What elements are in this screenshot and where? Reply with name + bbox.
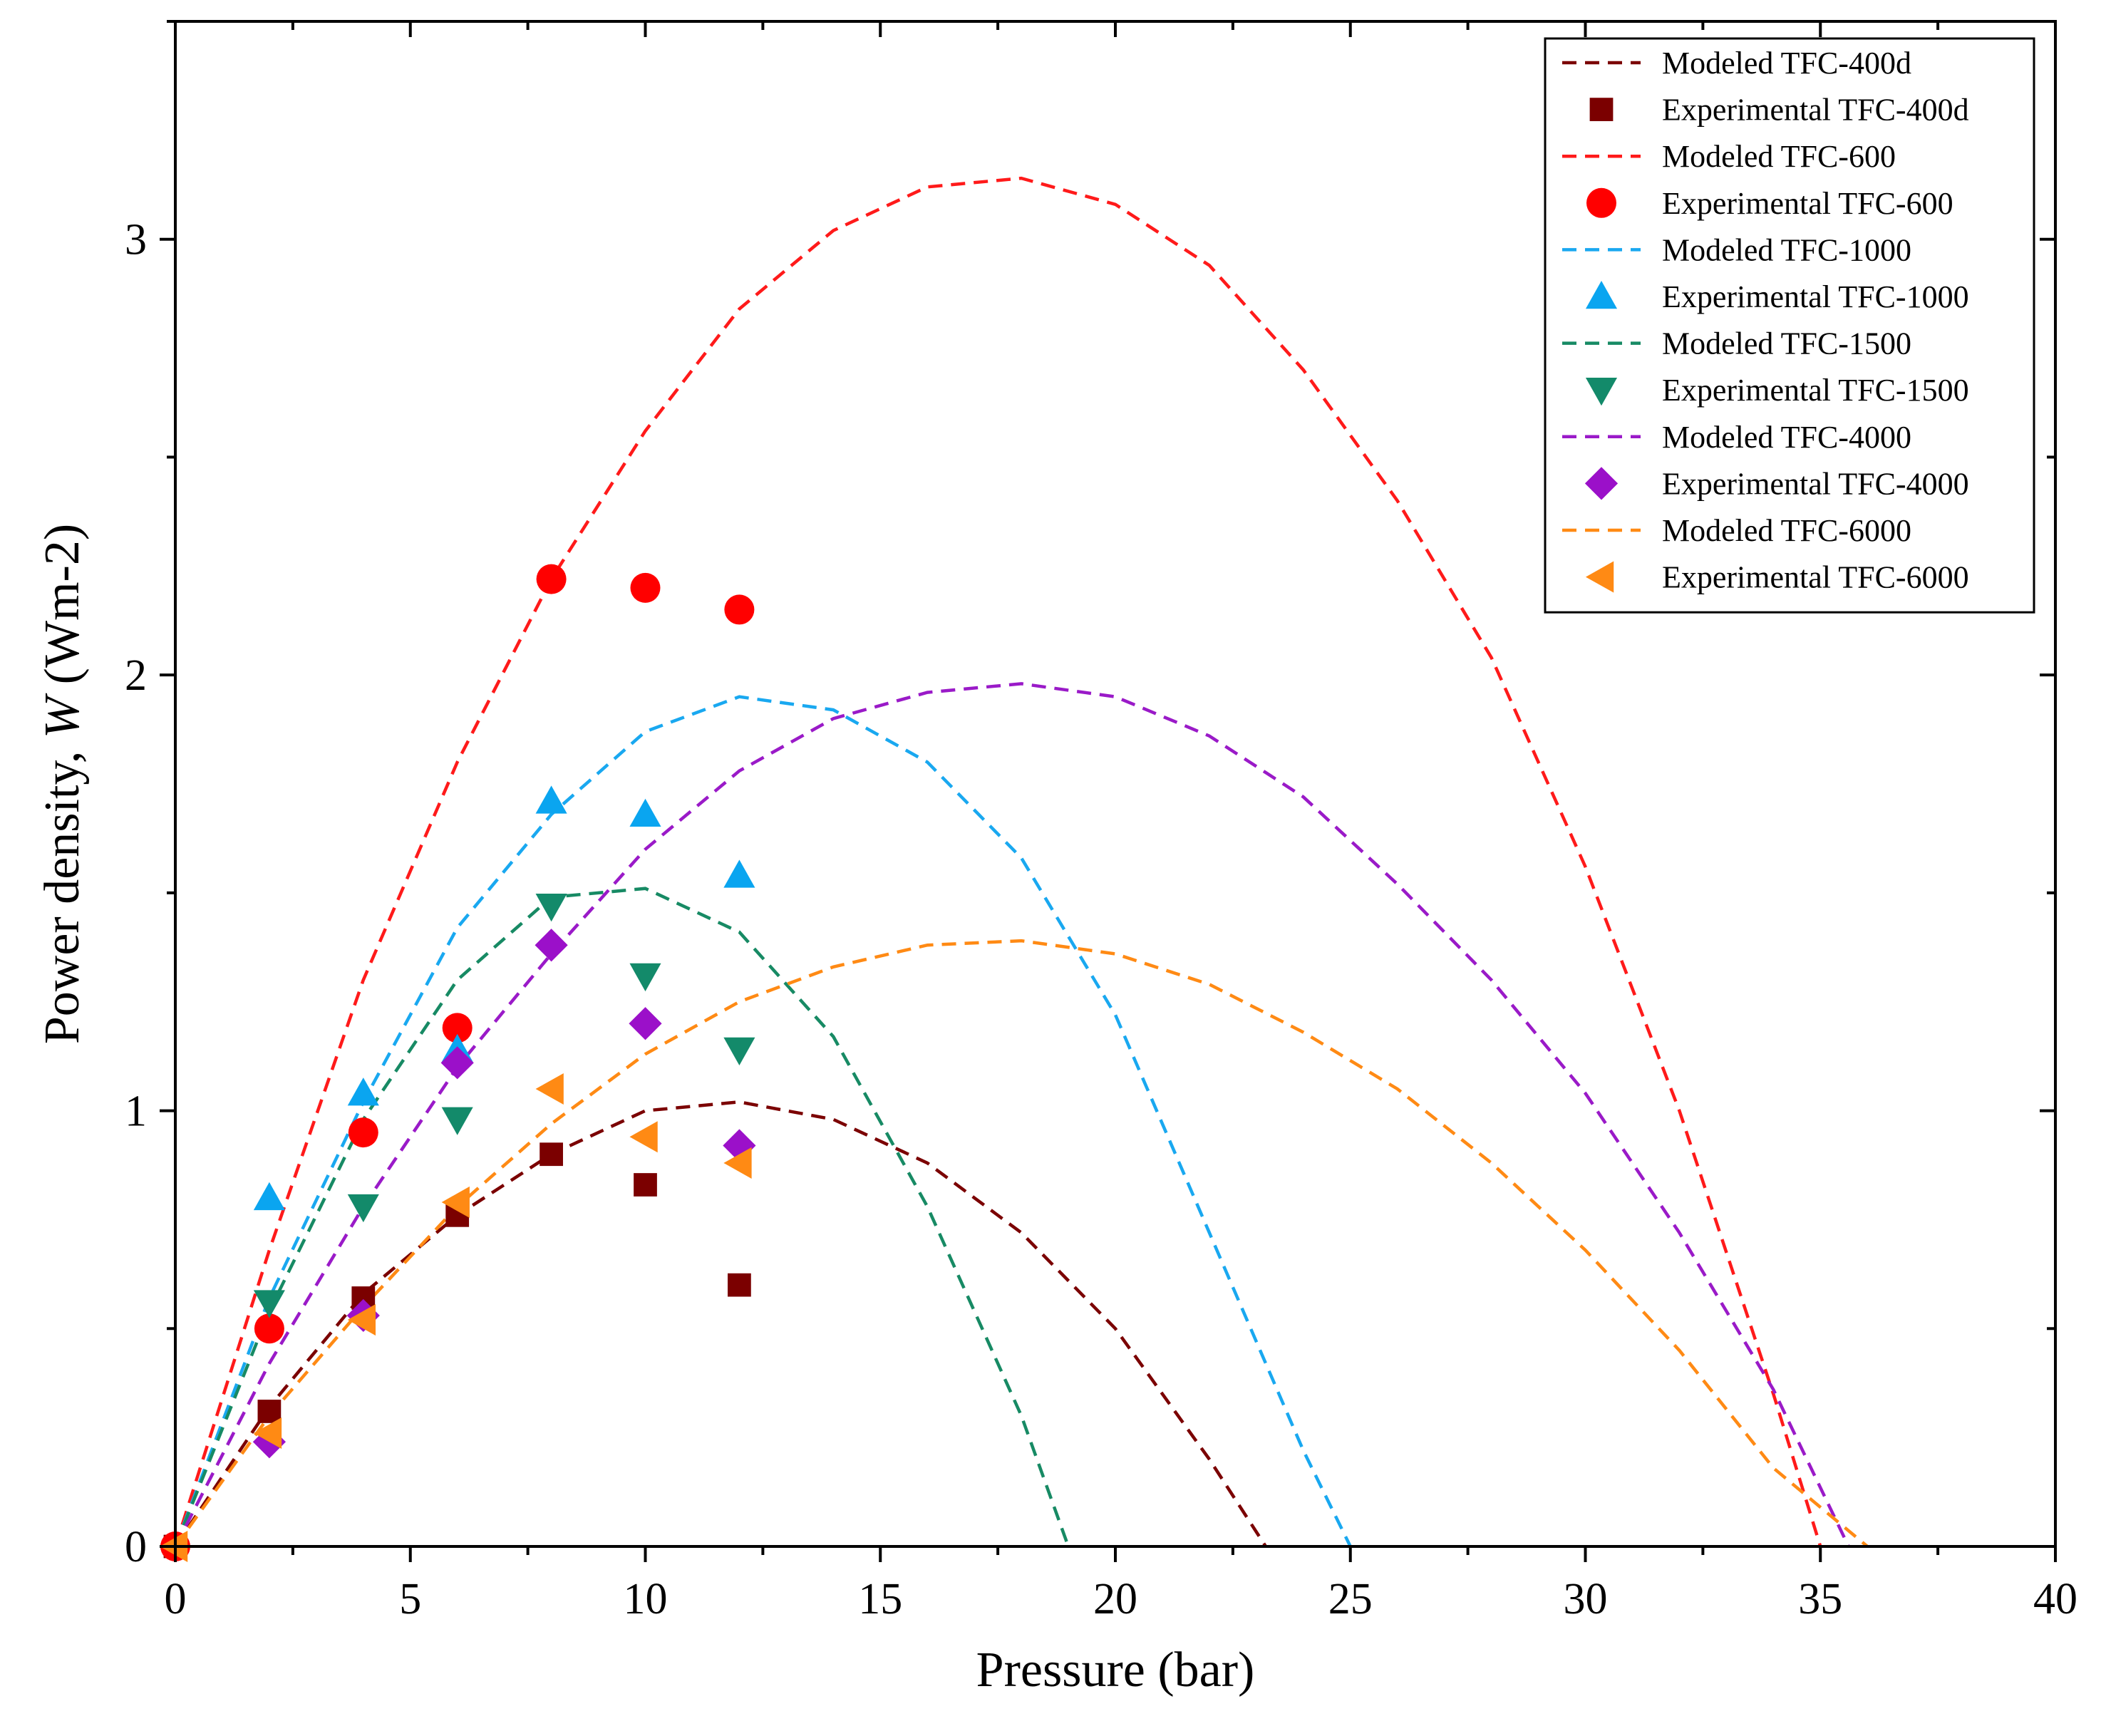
x-tick-label: 10 (624, 1575, 668, 1623)
experimental-tfc-4000-point (629, 1007, 662, 1040)
y-axis-title: Power density, W (Wm-2) (35, 524, 90, 1044)
experimental-tfc-6000-point (629, 1121, 658, 1153)
experimental-tfc-600-point (442, 1013, 473, 1043)
legend-label: Experimental TFC-1000 (1662, 279, 1969, 314)
legend-item-experimental-tfc-6000: Experimental TFC-6000 (1585, 560, 1969, 595)
experimental-tfc-1000-point (347, 1078, 379, 1106)
y-tick-label: 0 (125, 1523, 147, 1571)
legend-label: Modeled TFC-1000 (1662, 232, 1911, 267)
y-axis-title-suffix: (Wm-2) (35, 524, 90, 697)
experimental-tfc-1500-point (441, 1107, 473, 1135)
legend-marker-swatch (1585, 377, 1618, 406)
legend-item-experimental-tfc-400d: Experimental TFC-400d (1589, 93, 1969, 128)
series-layer (159, 176, 1869, 1563)
experimental-tfc-400d-point (540, 1142, 563, 1167)
legend-item-modeled-tfc-4000: Modeled TFC-4000 (1562, 420, 1911, 455)
experimental-tfc-6000-point (347, 1304, 376, 1336)
legend-marker-swatch (1584, 467, 1619, 500)
y-tick-label: 3 (125, 216, 147, 264)
experimental-tfc-1000-point (629, 798, 661, 827)
y-tick-label: 1 (125, 1087, 147, 1136)
x-tick-label: 20 (1093, 1575, 1137, 1623)
legend-label: Experimental TFC-600 (1662, 186, 1953, 221)
legend-marker-swatch (1585, 561, 1614, 593)
experimental-tfc-400d-point (257, 1400, 282, 1423)
legend-item-experimental-tfc-600: Experimental TFC-600 (1586, 186, 1953, 221)
experimental-tfc-4000-point (440, 1046, 474, 1080)
experimental-tfc-1500-point (629, 963, 661, 992)
experimental-tfc-600-point (536, 564, 567, 594)
experimental-tfc-4000-point (535, 929, 568, 962)
legend-label: Experimental TFC-1500 (1662, 373, 1969, 408)
experimental-tfc-600-point (724, 594, 755, 625)
legend: Modeled TFC-400d Experimental TFC-400d Mod… (1544, 37, 2035, 614)
x-tick-label: 30 (1564, 1575, 1608, 1623)
experimental-tfc-600-point (254, 1313, 284, 1344)
experimental-tfc-1500-point (535, 893, 567, 922)
legend-label: Experimental TFC-4000 (1662, 466, 1969, 501)
legend-item-modeled-tfc-6000: Modeled TFC-6000 (1562, 513, 1911, 548)
legend-item-modeled-tfc-600: Modeled TFC-600 (1562, 139, 1896, 174)
legend-marker-swatch (1589, 98, 1614, 121)
experimental-tfc-6000-point (723, 1147, 752, 1179)
legend-item-experimental-tfc-1500: Experimental TFC-1500 (1585, 373, 1969, 408)
experimental-tfc-6000-point (535, 1073, 564, 1105)
experimental-tfc-1500-points (253, 893, 755, 1318)
modeled-tfc-400d-line (174, 1100, 1267, 1548)
experimental-tfc-600-point (630, 572, 661, 603)
experimental-tfc-400d-point (728, 1273, 751, 1297)
experimental-tfc-1500-point (723, 1037, 755, 1066)
y-axis-title-symbol: W (35, 693, 90, 738)
y-axis-title-prefix: Power density, (35, 738, 90, 1044)
legend-item-modeled-tfc-1000: Modeled TFC-1000 (1562, 232, 1911, 267)
x-tick-label: 0 (165, 1575, 187, 1623)
x-tick-label: 15 (858, 1575, 902, 1623)
experimental-tfc-1000-point (253, 1182, 285, 1211)
legend-label: Modeled TFC-400d (1662, 46, 1911, 81)
y-tick-label: 2 (125, 651, 147, 700)
legend-item-experimental-tfc-1000: Experimental TFC-1000 (1585, 279, 1969, 314)
x-tick-label: 40 (2033, 1575, 2077, 1623)
experimental-tfc-600-point (348, 1117, 378, 1148)
legend-item-experimental-tfc-4000: Experimental TFC-4000 (1584, 466, 1969, 501)
experimental-tfc-6000-point (441, 1186, 470, 1219)
modeled-tfc-1000-line (173, 695, 1352, 1547)
experimental-tfc-1500-point (253, 1290, 285, 1318)
legend-box (1544, 37, 2035, 614)
x-tick-label: 5 (399, 1575, 421, 1623)
experimental-tfc-1000-point (723, 859, 755, 888)
legend-label: Modeled TFC-600 (1662, 139, 1896, 174)
experimental-tfc-6000-point (253, 1417, 282, 1450)
x-tick-label: 25 (1328, 1575, 1373, 1623)
legend-marker-swatch (1586, 187, 1616, 218)
ticks-layer: 0 5 10 15 20 25 30 35 40 0 1 2 3 (125, 20, 2077, 1623)
x-tick-label: 35 (1798, 1575, 1842, 1623)
legend-label: Modeled TFC-4000 (1662, 420, 1911, 455)
modeled-tfc-600-line (173, 176, 1822, 1547)
legend-item-modeled-tfc-1500: Modeled TFC-1500 (1562, 326, 1911, 361)
experimental-tfc-1500-point (347, 1194, 379, 1223)
x-axis-title: Pressure (bar) (976, 1643, 1255, 1698)
legend-item-modeled-tfc-400d: Modeled TFC-400d (1562, 46, 1911, 81)
experimental-tfc-400d-point (634, 1173, 657, 1197)
experimental-tfc-1000-point (535, 785, 567, 814)
legend-label: Modeled TFC-6000 (1662, 513, 1911, 548)
legend-label: Experimental TFC-6000 (1662, 560, 1969, 595)
legend-marker-swatch (1585, 280, 1618, 309)
modeled-tfc-1500-line (173, 887, 1070, 1547)
legend-label: Experimental TFC-400d (1662, 93, 1969, 128)
legend-label: Modeled TFC-1500 (1662, 326, 1911, 361)
